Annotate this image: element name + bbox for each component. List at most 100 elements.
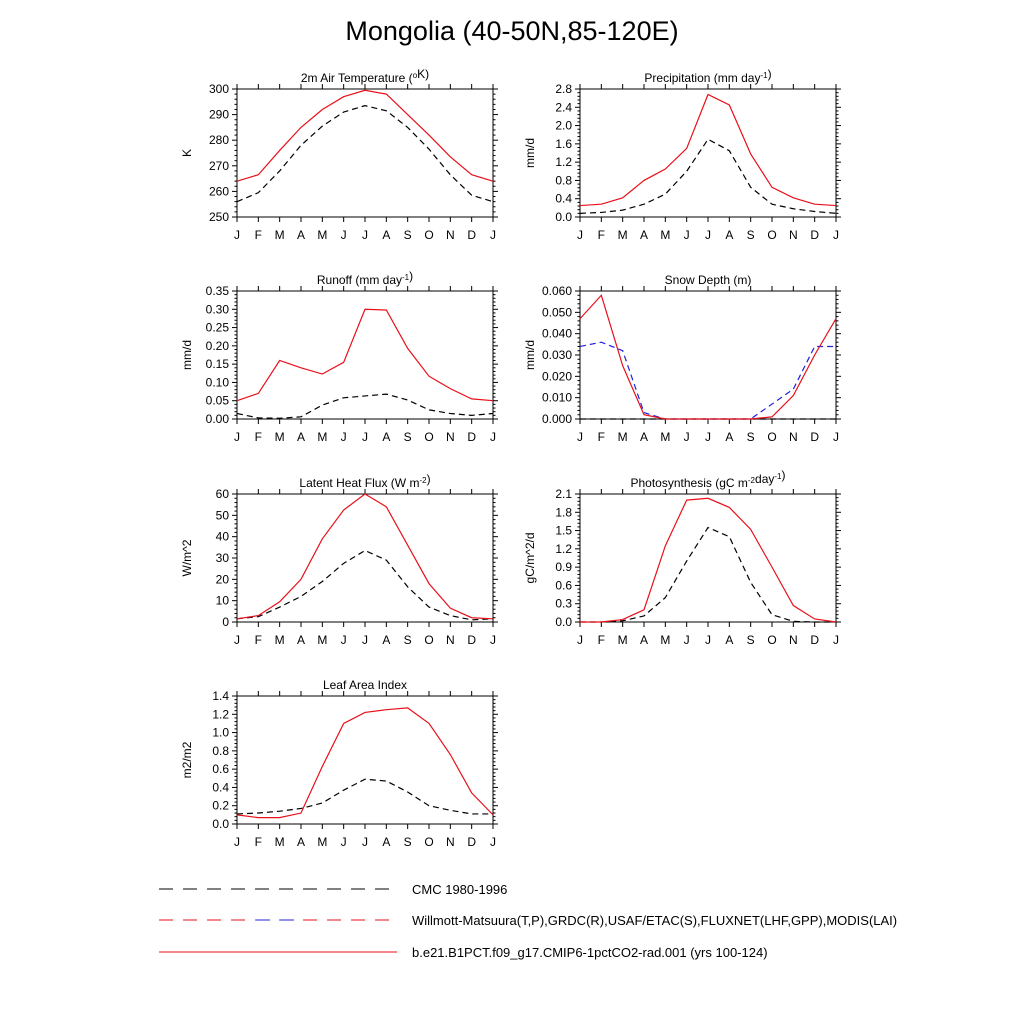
y-tick-label: 0.050 — [542, 305, 572, 319]
x-tick-label: A — [640, 430, 648, 444]
x-tick-label: D — [467, 430, 476, 444]
y-tick-label: 0.030 — [542, 348, 572, 362]
x-tick-label: J — [490, 430, 496, 444]
y-tick-label: 20 — [216, 572, 230, 586]
x-tick-label: M — [317, 228, 327, 242]
legend-label: Willmott-Matsuura(T,P),GRDC(R),USAF/ETAC… — [412, 913, 897, 928]
y-tick-label: 1.5 — [555, 524, 572, 538]
x-tick-label: A — [725, 633, 733, 647]
y-tick-label: 0.10 — [206, 375, 230, 389]
x-tick-label: A — [382, 228, 390, 242]
x-tick-label: A — [382, 430, 390, 444]
x-tick-label: S — [404, 228, 412, 242]
y-tick-label: 250 — [209, 210, 229, 224]
x-tick-label: J — [833, 228, 839, 242]
title-text: ) — [782, 468, 786, 482]
x-tick-label: F — [598, 633, 605, 647]
legend-label: b.e21.B1PCT.f09_g17.CMIP6-1pctCO2-rad.00… — [412, 945, 768, 960]
x-tick-label: O — [767, 228, 776, 242]
x-tick-label: O — [424, 430, 433, 444]
x-tick-label: M — [660, 228, 670, 242]
x-tick-label: N — [446, 835, 455, 849]
y-tick-label: 270 — [209, 159, 229, 173]
x-tick-label: M — [317, 633, 327, 647]
x-tick-label: J — [705, 228, 711, 242]
y-tick-label: 1.2 — [555, 542, 572, 556]
x-tick-label: F — [598, 228, 605, 242]
series-line-cmc — [236, 393, 494, 419]
title-text: Latent Heat Flux (W m — [299, 476, 419, 490]
y-axis-label: mm/d — [180, 340, 194, 370]
x-tick-label: M — [618, 228, 628, 242]
x-tick-label: S — [747, 228, 755, 242]
plot-frame — [236, 88, 494, 218]
y-tick-label: 0.4 — [555, 192, 572, 206]
panel-title: Snow Depth (m) — [665, 273, 752, 287]
title-text: Snow Depth (m) — [665, 273, 752, 287]
y-tick-label: 0.8 — [212, 744, 229, 758]
y-tick-label: 50 — [216, 508, 230, 522]
panel-lai: Leaf Area Index 0.0 0.2 0.4 0.6 0.8 1.0 1.2 1.4 m… — [180, 678, 498, 849]
plot-frame — [579, 493, 837, 623]
y-axis-label: mm/d — [523, 138, 537, 168]
x-tick-label: J — [684, 430, 690, 444]
x-tick-label: N — [446, 430, 455, 444]
panel-tsa: 2m Air Temperature (oK) 250 260 270 280 290 30… — [180, 67, 498, 242]
panel-title: Latent Heat Flux (W m-2) — [299, 472, 430, 490]
x-tick-label: J — [577, 633, 583, 647]
title-superscript: -1 — [402, 273, 410, 282]
x-tick-label: D — [467, 835, 476, 849]
y-tick-label: 0.9 — [555, 560, 572, 574]
series-line-cmc — [236, 778, 493, 815]
title-text: 2m Air Temperature ( — [301, 71, 413, 85]
y-tick-label: 0.20 — [206, 339, 230, 353]
y-tick-label: 1.2 — [212, 707, 229, 721]
panel-runoff: Runoff (mm day-1) 0.00 0.05 0.10 0.15 0.20 0.2… — [180, 269, 498, 444]
title-superscript: -2 — [748, 476, 756, 485]
x-tick-label: M — [275, 835, 285, 849]
y-tick-label: 1.6 — [555, 137, 572, 151]
title-superscript: -2 — [419, 476, 427, 485]
y-tick-label: 0.15 — [206, 357, 230, 371]
x-tick-label: A — [640, 633, 648, 647]
y-tick-label: 280 — [209, 133, 229, 147]
title-superscript: o — [413, 71, 418, 80]
y-tick-label: 0.6 — [555, 578, 572, 592]
y-tick-label: 0.040 — [542, 327, 572, 341]
x-tick-label: A — [382, 835, 390, 849]
x-tick-label: J — [234, 835, 240, 849]
series-line-cmc — [579, 138, 837, 214]
x-tick-label: O — [424, 835, 433, 849]
y-axis-label: gC/m^2/d — [523, 533, 537, 584]
x-tick-label: A — [297, 430, 305, 444]
series-line-obs_snow — [579, 341, 836, 420]
x-tick-label: J — [577, 430, 583, 444]
x-tick-label: J — [705, 430, 711, 444]
y-tick-label: 0.2 — [212, 799, 229, 813]
y-axis-label: mm/d — [523, 340, 537, 370]
x-tick-label: N — [789, 633, 798, 647]
x-tick-label: M — [275, 430, 285, 444]
y-tick-label: 1.0 — [212, 726, 229, 740]
y-tick-label: 0.05 — [206, 394, 230, 408]
x-tick-label: S — [404, 633, 412, 647]
series-line-model — [236, 493, 494, 620]
x-tick-label: F — [255, 835, 262, 849]
y-tick-label: 0 — [222, 615, 229, 629]
plot-frame — [579, 290, 837, 420]
y-tick-label: 0.30 — [206, 302, 230, 316]
y-tick-label: 0.6 — [212, 762, 229, 776]
x-tick-label: J — [833, 633, 839, 647]
x-tick-label: F — [255, 228, 262, 242]
y-tick-label: 0.3 — [555, 597, 572, 611]
panel-title: Photosynthesis (gC m-2day-1) — [631, 468, 786, 490]
x-tick-label: S — [747, 430, 755, 444]
y-tick-label: 2.0 — [555, 119, 572, 133]
x-tick-label: A — [725, 228, 733, 242]
y-tick-label: 0.0 — [555, 615, 572, 629]
x-tick-label: N — [446, 633, 455, 647]
x-tick-label: J — [684, 228, 690, 242]
x-tick-label: D — [467, 633, 476, 647]
y-tick-label: 0.00 — [206, 412, 230, 426]
title-text: ) — [427, 472, 431, 486]
